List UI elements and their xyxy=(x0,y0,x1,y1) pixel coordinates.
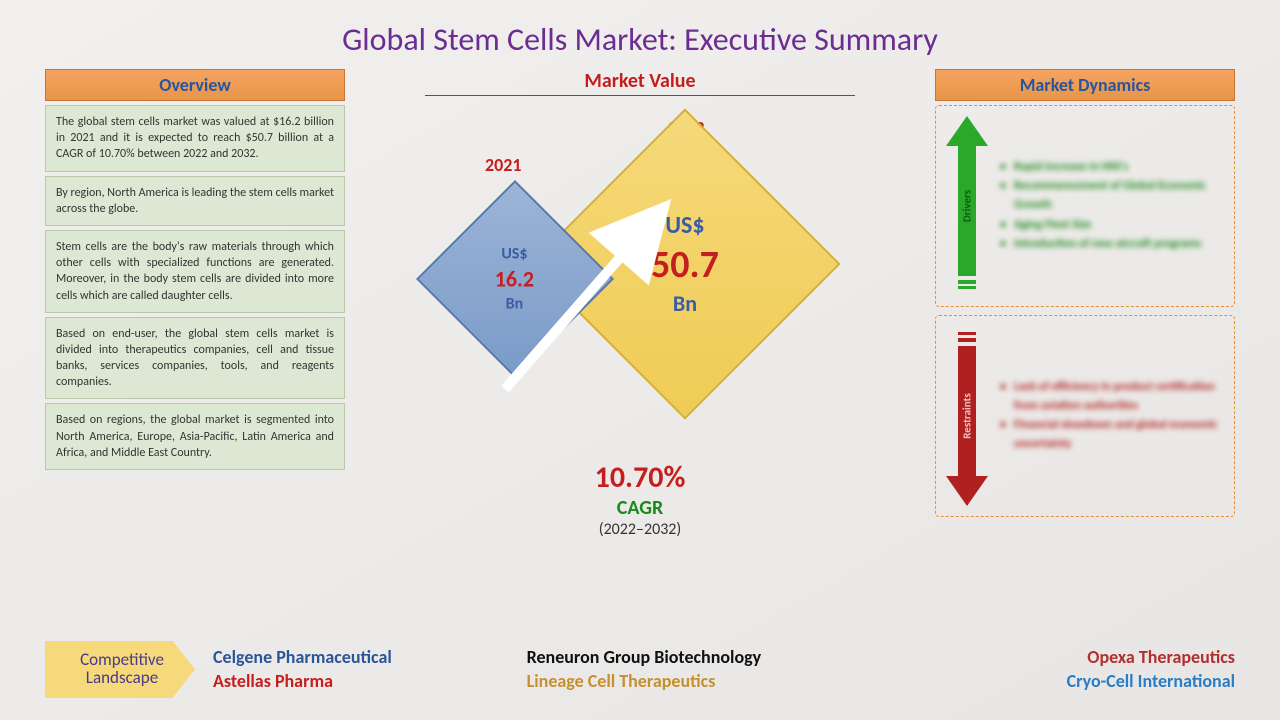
forecast-value-block: US$ 50.7 Bn xyxy=(651,211,719,317)
base-value-block: US$ 16.2 Bn xyxy=(495,244,534,313)
cagr-years: (2022–2032) xyxy=(365,520,915,539)
driver-item: Recommencement of Global Economic Growth xyxy=(1000,177,1224,215)
overview-item: Stem cells are the body's raw materials … xyxy=(45,230,345,313)
overview-item: Based on end-user, the global stem cells… xyxy=(45,317,345,400)
company: Astellas Pharma xyxy=(213,670,517,692)
company-grid: Celgene Pharmaceutical Reneuron Group Bi… xyxy=(213,646,1235,692)
company: Lineage Cell Therapeutics xyxy=(527,670,922,692)
overview-item: By region, North America is leading the … xyxy=(45,176,345,226)
competitive-landscape-badge: Competitive Landscape xyxy=(45,641,195,698)
driver-item: Aging Fleet Size xyxy=(1000,216,1224,235)
base-value: 16.2 xyxy=(495,265,534,292)
company: Cryo-Cell International xyxy=(931,670,1235,692)
driver-item: Introduction of new aircraft programs xyxy=(1000,235,1224,254)
overview-item: Based on regions, the global market is s… xyxy=(45,403,345,470)
footer-row: Competitive Landscape Celgene Pharmaceut… xyxy=(45,641,1235,698)
company: Celgene Pharmaceutical xyxy=(213,646,517,668)
drivers-label: Drivers xyxy=(961,190,974,222)
currency-label: US$ xyxy=(651,211,719,240)
year-2021-label: 2021 xyxy=(485,154,522,176)
drivers-arrow-icon: Drivers xyxy=(946,116,988,296)
overview-item: The global stem cells market was valued … xyxy=(45,105,345,172)
restraints-label: Restraints xyxy=(961,393,974,438)
overview-column: Overview The global stem cells market wa… xyxy=(45,69,345,599)
forecast-value: 50.7 xyxy=(651,242,719,288)
main-content: Overview The global stem cells market wa… xyxy=(0,69,1280,599)
unit-label: Bn xyxy=(495,294,534,313)
market-value-label: Market Value xyxy=(365,69,915,93)
market-value-column: Market Value 2021 2032 Forecast US$ 50.7… xyxy=(365,69,915,599)
restraint-item: Financial slowdown and global economic u… xyxy=(1000,416,1224,454)
page-title: Global Stem Cells Market: Executive Summ… xyxy=(0,0,1280,69)
driver-item: Rapid Increase in HNI's xyxy=(1000,158,1224,177)
overview-header: Overview xyxy=(45,69,345,101)
cagr-percentage: 10.70% xyxy=(365,459,915,496)
cagr-label: CAGR xyxy=(365,496,915,520)
dynamics-column: Market Dynamics Drivers Rapid Increase i… xyxy=(935,69,1235,599)
badge-line2: Landscape xyxy=(86,667,158,688)
restraints-arrow-icon: Restraints xyxy=(946,326,988,506)
divider xyxy=(425,95,855,96)
company: Opexa Therapeutics xyxy=(931,646,1235,668)
currency-label: US$ xyxy=(495,244,534,263)
restraints-box: Restraints Lack of efficiency in product… xyxy=(935,315,1235,517)
cagr-block: 10.70% CAGR (2022–2032) xyxy=(365,459,915,539)
drivers-box: Drivers Rapid Increase in HNI's Recommen… xyxy=(935,105,1235,307)
restraints-list: Lack of efficiency in product certificat… xyxy=(1000,378,1224,455)
unit-label: Bn xyxy=(651,290,719,317)
company: Reneuron Group Biotechnology xyxy=(527,646,922,668)
restraint-item: Lack of efficiency in product certificat… xyxy=(1000,378,1224,416)
dynamics-header: Market Dynamics xyxy=(935,69,1235,101)
drivers-list: Rapid Increase in HNI's Recommencement o… xyxy=(1000,158,1224,254)
